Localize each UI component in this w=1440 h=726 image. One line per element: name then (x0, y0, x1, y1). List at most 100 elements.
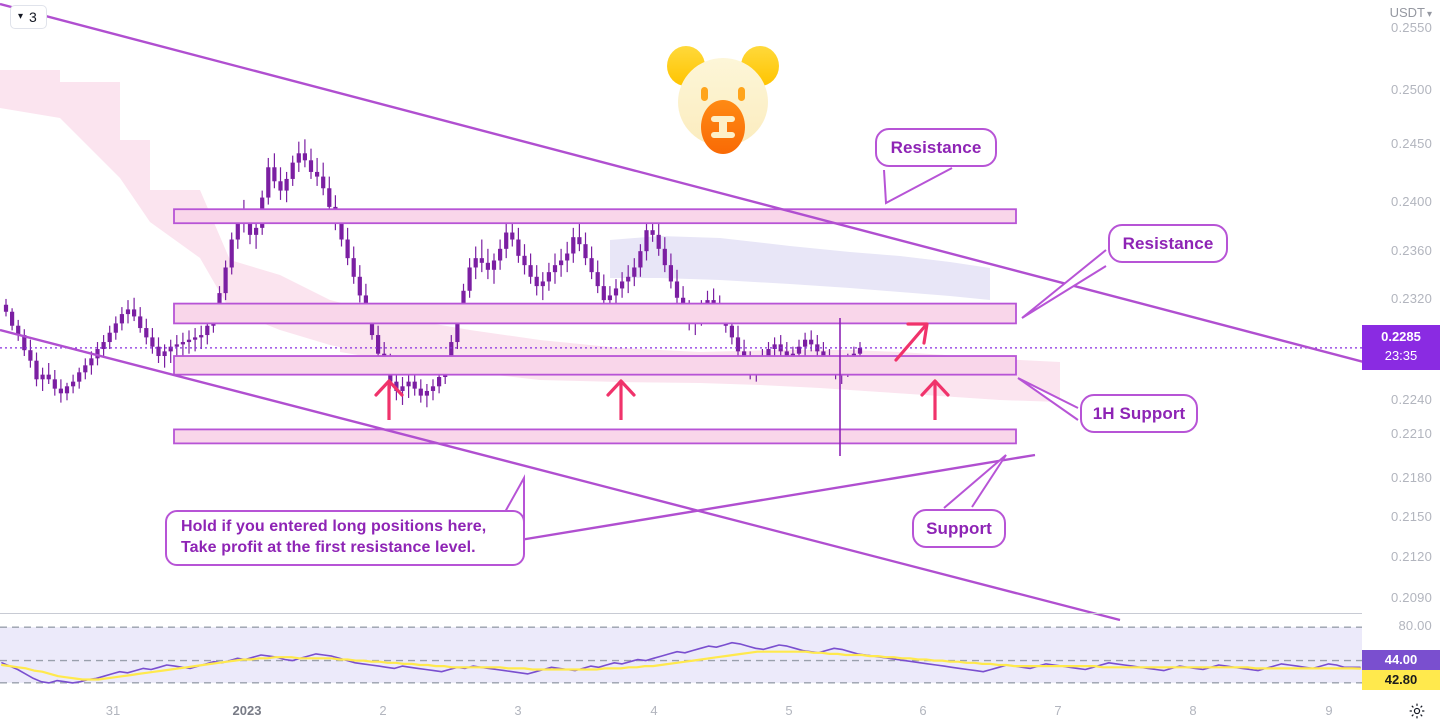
chevron-down-icon: ▾ (18, 11, 24, 22)
candle-body (528, 265, 533, 277)
note-line-2: Take profit at the first resistance leve… (181, 539, 476, 556)
candle-body (784, 351, 789, 359)
callout-label: Resistance (1122, 233, 1214, 253)
price-tick: 0.2120 (1391, 549, 1432, 564)
candle-body (174, 344, 179, 347)
candle-body (412, 381, 417, 389)
candle-body (327, 188, 332, 207)
time-tick: 2023 (232, 703, 262, 718)
candle-body (351, 258, 356, 277)
candle-body (315, 171, 320, 177)
candle-body (729, 325, 734, 338)
support-1h[interactable]: 1H Support (1080, 394, 1198, 433)
candle-body (71, 381, 76, 387)
time-tick: 7 (1054, 703, 1062, 718)
candle-body (443, 363, 448, 377)
candle-body (778, 344, 783, 352)
rsi-band (0, 627, 1362, 683)
candle-body (156, 346, 161, 357)
note-line-1: Hold if you entered long positions here, (181, 517, 487, 535)
buy-arrow-2 (606, 379, 636, 420)
candle-body (760, 356, 765, 364)
price-tick: 0.2180 (1391, 470, 1432, 485)
quote-unit-selector[interactable]: USDT ▾ (1390, 5, 1432, 20)
candle-body (461, 290, 466, 317)
candle-body (803, 339, 808, 347)
candle-body (3, 304, 9, 312)
trade-advice-note[interactable]: Hold if you entered long positions here,… (165, 510, 525, 566)
candle-body (491, 260, 497, 270)
time-tick: 5 (785, 703, 793, 718)
candle-body (376, 335, 381, 354)
candle-body (394, 381, 399, 391)
candle-body (693, 316, 698, 324)
candle-body (363, 295, 368, 315)
time-tick: 9 (1325, 703, 1333, 718)
candle-body (101, 342, 106, 350)
candle-body (95, 349, 100, 359)
interval-selector[interactable]: ▾ 3 (10, 5, 47, 29)
candle-body (357, 276, 362, 296)
candle-body (266, 167, 271, 198)
price-axis[interactable]: USDT ▾ 0.2550 0.2500 0.2450 0.2400 0.2360 0.23… (1362, 0, 1440, 726)
candle-body (534, 276, 539, 287)
candle-body (107, 332, 112, 343)
indicator-tick: 80.00 (1398, 618, 1432, 633)
candle-body (424, 390, 429, 396)
price-tick: 0.2240 (1391, 392, 1432, 407)
candle-body (254, 227, 259, 235)
candle-body (498, 248, 503, 261)
callout-label: 1H Support (1092, 403, 1186, 423)
resistance-top-tail (883, 167, 953, 205)
candle-body (186, 339, 192, 343)
candle-body (705, 300, 710, 308)
support-zone-lower (173, 428, 1017, 445)
candle-body (284, 178, 289, 191)
candle-body (766, 349, 771, 357)
candle-body (510, 232, 515, 240)
candle-body (790, 353, 795, 359)
candle-body (168, 346, 173, 352)
cloud-band (340, 318, 470, 366)
price-tick: 0.2450 (1391, 136, 1432, 151)
gear-icon[interactable] (1408, 702, 1426, 720)
candle-body (369, 314, 375, 336)
rsi-ma-value-badge: 42.80 (1362, 670, 1440, 690)
time-axis[interactable]: 31 2023 2 3 4 5 6 7 8 9 (0, 696, 1440, 726)
candle-body (717, 307, 722, 317)
candle-body (620, 281, 625, 289)
candle-body (485, 262, 490, 270)
candle-body (235, 218, 240, 240)
support-zone[interactable]: Support (912, 509, 1006, 548)
candle-body (22, 335, 27, 351)
price-tick: 0.2500 (1391, 82, 1432, 97)
candle-body (296, 153, 301, 163)
time-tick: 3 (514, 703, 522, 718)
candle-body (681, 297, 686, 312)
arrow-head (606, 379, 636, 397)
candle-body (607, 295, 612, 301)
candle-body (16, 325, 21, 336)
candle-body (388, 365, 393, 382)
buy-arrow-3 (920, 379, 950, 420)
candle-body (89, 358, 94, 366)
candle-body (241, 218, 246, 224)
candle-body (516, 239, 521, 256)
resistance-top[interactable]: Resistance (875, 128, 997, 167)
support-zone-tail (943, 454, 1007, 509)
candle-body (180, 342, 185, 345)
candle-body (437, 376, 442, 387)
candle-body (601, 286, 606, 301)
candle-body (595, 272, 600, 287)
candle-body (467, 267, 472, 291)
candle-body (662, 248, 667, 266)
candle-body (674, 281, 680, 298)
resistance-trend[interactable]: Resistance (1108, 224, 1228, 263)
candle-body (83, 365, 88, 373)
candle-body (699, 307, 704, 317)
rsi-value-badge: 44.00 (1362, 650, 1440, 670)
zone-rect (173, 355, 1017, 376)
rsi-line-rsi (1, 641, 1361, 684)
candle-body (113, 323, 118, 333)
